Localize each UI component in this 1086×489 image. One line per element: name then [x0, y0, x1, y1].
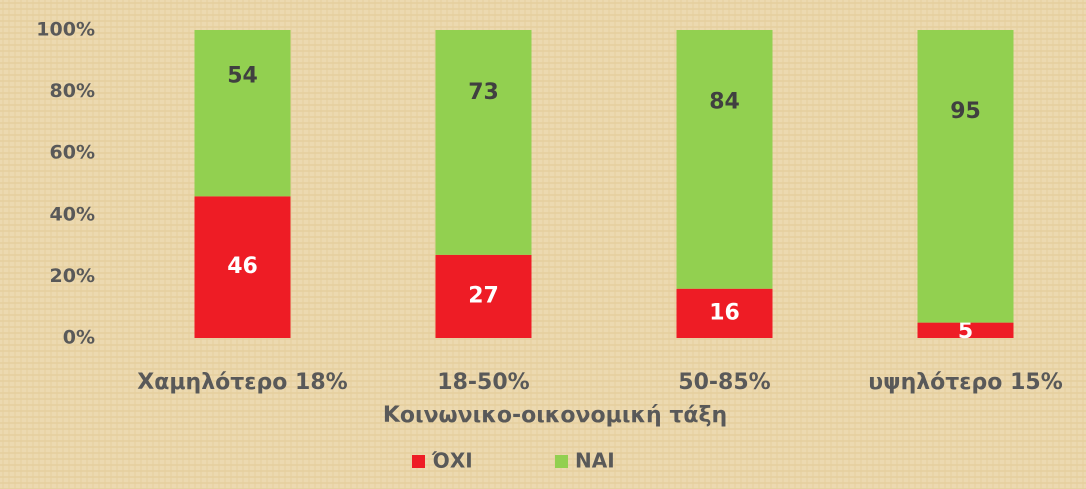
data-label: 84: [709, 89, 740, 114]
bar-segment: [194, 30, 291, 197]
data-label: 16: [709, 300, 740, 325]
legend-swatch: [412, 455, 425, 468]
legend-label: ΝΑΙ: [575, 449, 615, 473]
data-label: 5: [958, 319, 973, 344]
y-tick-label: 100%: [36, 19, 95, 41]
data-label: 27: [468, 283, 499, 308]
data-label: 95: [950, 99, 981, 124]
data-label: 46: [227, 254, 258, 279]
bar-segment: [676, 30, 773, 289]
data-label: 54: [227, 64, 258, 89]
y-tick-label: 80%: [50, 80, 95, 102]
x-tick-label: 18-50%: [437, 370, 529, 395]
y-tick-label: 60%: [50, 142, 95, 164]
bar-segment: [917, 322, 1014, 338]
bar-segment: [917, 30, 1014, 323]
legend-label: ΌΧΙ: [431, 449, 473, 473]
bar-segment: [435, 30, 532, 255]
legend-swatch: [555, 455, 568, 468]
x-tick-label: Χαμηλότερο 18%: [137, 370, 347, 395]
bar-segment: [194, 196, 291, 338]
x-tick-label: 50-85%: [678, 370, 770, 395]
bar-segment: [676, 288, 773, 338]
y-tick-label: 40%: [50, 203, 95, 225]
bar-segment: [435, 254, 532, 338]
x-axis-title: Κοινωνικο-οικονομική τάξη: [383, 403, 727, 428]
y-tick-label: 0%: [63, 327, 95, 349]
x-tick-label: υψηλότερο 15%: [868, 370, 1063, 395]
y-tick-label: 20%: [50, 265, 95, 287]
data-label: 73: [468, 80, 499, 105]
